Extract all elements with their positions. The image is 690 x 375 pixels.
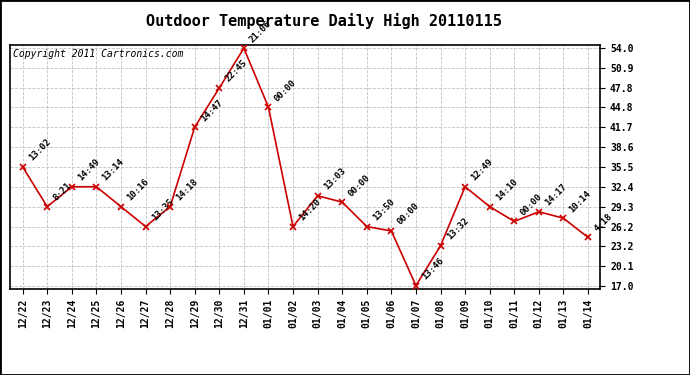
Text: 13:32: 13:32 bbox=[444, 216, 470, 242]
Text: 13:50: 13:50 bbox=[371, 197, 396, 222]
Text: 13:46: 13:46 bbox=[420, 256, 446, 281]
Text: 13:03: 13:03 bbox=[322, 166, 347, 192]
Text: 13:02: 13:02 bbox=[27, 137, 52, 163]
Text: 13:14: 13:14 bbox=[101, 157, 126, 183]
Text: 21:06: 21:06 bbox=[248, 19, 273, 44]
Text: Outdoor Temperature Daily High 20110115: Outdoor Temperature Daily High 20110115 bbox=[146, 13, 502, 29]
Text: 10:14: 10:14 bbox=[568, 189, 593, 214]
Text: 22:45: 22:45 bbox=[224, 58, 249, 84]
Text: 14:20: 14:20 bbox=[297, 197, 322, 222]
Text: 14:49: 14:49 bbox=[76, 157, 101, 183]
Text: 12:49: 12:49 bbox=[469, 157, 495, 183]
Text: 10:16: 10:16 bbox=[125, 177, 150, 203]
Text: 00:00: 00:00 bbox=[346, 172, 372, 198]
Text: 00:00: 00:00 bbox=[395, 201, 421, 227]
Text: 14:18: 14:18 bbox=[175, 177, 199, 203]
Text: 14:17: 14:17 bbox=[543, 182, 569, 208]
Text: 8:21: 8:21 bbox=[51, 181, 73, 203]
Text: 00:00: 00:00 bbox=[518, 192, 544, 217]
Text: 4:18: 4:18 bbox=[592, 212, 613, 233]
Text: 00:00: 00:00 bbox=[273, 78, 298, 103]
Text: 13:35: 13:35 bbox=[150, 197, 175, 222]
Text: 14:10: 14:10 bbox=[494, 177, 519, 203]
Text: 14:47: 14:47 bbox=[199, 98, 224, 123]
Text: Copyright 2011 Cartronics.com: Copyright 2011 Cartronics.com bbox=[13, 49, 184, 58]
